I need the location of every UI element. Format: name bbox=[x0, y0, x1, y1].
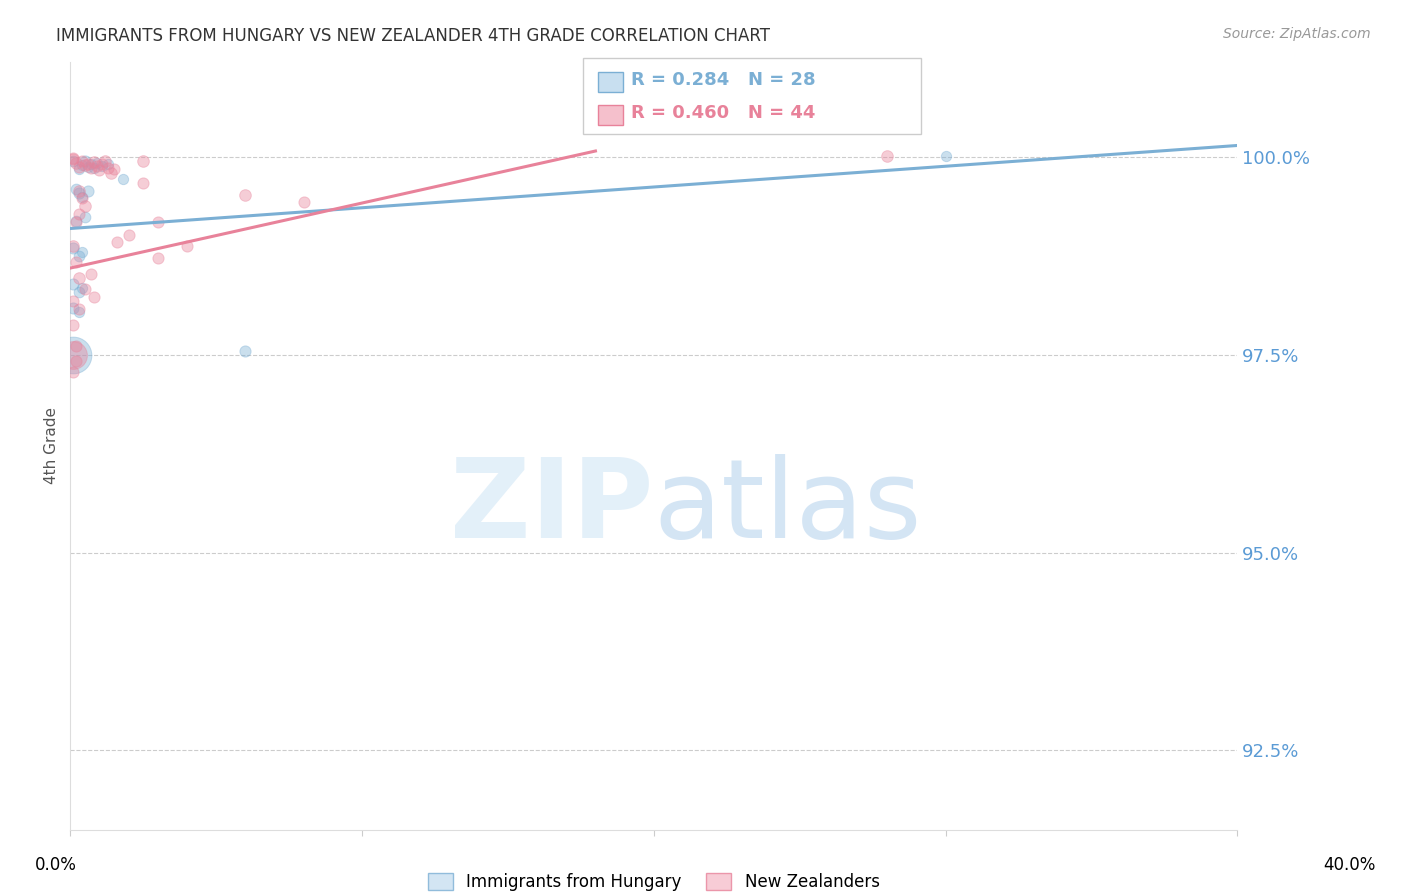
Point bbox=[76, 160, 98, 174]
Point bbox=[62, 154, 84, 169]
Point bbox=[70, 191, 93, 205]
Point bbox=[65, 254, 87, 268]
Point bbox=[86, 159, 108, 173]
Point bbox=[65, 213, 87, 227]
Point bbox=[67, 285, 90, 299]
Point bbox=[73, 199, 96, 213]
Point bbox=[62, 348, 84, 362]
Point bbox=[146, 215, 169, 229]
Point bbox=[67, 249, 90, 263]
Point bbox=[67, 186, 90, 200]
Point bbox=[86, 156, 108, 170]
Point bbox=[73, 154, 96, 169]
Point bbox=[73, 158, 96, 172]
Point bbox=[62, 301, 84, 315]
Point bbox=[876, 149, 898, 163]
Point bbox=[103, 162, 125, 177]
Point bbox=[83, 155, 105, 169]
Point bbox=[67, 304, 90, 318]
Point bbox=[62, 366, 84, 380]
Point bbox=[67, 160, 90, 174]
Point bbox=[89, 163, 111, 178]
Text: Source: ZipAtlas.com: Source: ZipAtlas.com bbox=[1223, 27, 1371, 41]
Point bbox=[94, 153, 117, 168]
Point bbox=[65, 338, 87, 352]
Point bbox=[934, 149, 956, 163]
Point bbox=[146, 251, 169, 265]
Point bbox=[73, 210, 96, 224]
Point bbox=[65, 354, 87, 368]
Point bbox=[70, 281, 93, 295]
Y-axis label: 4th Grade: 4th Grade bbox=[44, 408, 59, 484]
Point bbox=[62, 152, 84, 166]
Text: IMMIGRANTS FROM HUNGARY VS NEW ZEALANDER 4TH GRADE CORRELATION CHART: IMMIGRANTS FROM HUNGARY VS NEW ZEALANDER… bbox=[56, 27, 770, 45]
Text: ZIP: ZIP bbox=[450, 454, 654, 561]
Point bbox=[65, 182, 87, 196]
Point bbox=[97, 157, 120, 171]
Point bbox=[67, 302, 90, 317]
Point bbox=[97, 161, 120, 176]
Point bbox=[233, 187, 256, 202]
Point bbox=[62, 348, 84, 362]
Point bbox=[118, 227, 141, 242]
Point bbox=[62, 277, 84, 291]
Point bbox=[67, 207, 90, 221]
Point bbox=[65, 156, 87, 170]
Point bbox=[62, 239, 84, 253]
Text: 0.0%: 0.0% bbox=[35, 855, 77, 873]
Point bbox=[111, 171, 134, 186]
Point bbox=[132, 176, 155, 190]
Point bbox=[62, 151, 84, 165]
Legend: Immigrants from Hungary, New Zealanders: Immigrants from Hungary, New Zealanders bbox=[422, 866, 886, 892]
Point bbox=[91, 157, 114, 171]
Point bbox=[67, 270, 90, 285]
Text: atlas: atlas bbox=[654, 454, 922, 561]
Point bbox=[233, 344, 256, 359]
Point bbox=[70, 190, 93, 204]
Point bbox=[70, 245, 93, 260]
Point bbox=[80, 161, 103, 175]
Point bbox=[62, 241, 84, 255]
Point bbox=[100, 166, 122, 180]
Point bbox=[67, 162, 90, 177]
Point bbox=[62, 294, 84, 309]
Point bbox=[80, 267, 103, 281]
Point bbox=[105, 235, 128, 249]
Point bbox=[292, 195, 315, 210]
Point bbox=[70, 158, 93, 172]
Point bbox=[65, 215, 87, 229]
Point bbox=[76, 156, 98, 170]
Text: R = 0.284   N = 28: R = 0.284 N = 28 bbox=[631, 71, 815, 89]
Point bbox=[83, 161, 105, 175]
Point bbox=[70, 154, 93, 169]
Point bbox=[76, 184, 98, 198]
Point bbox=[176, 239, 198, 253]
Text: R = 0.460   N = 44: R = 0.460 N = 44 bbox=[631, 104, 815, 122]
Point bbox=[83, 290, 105, 304]
Point bbox=[67, 184, 90, 198]
Point bbox=[91, 159, 114, 173]
Point bbox=[80, 156, 103, 170]
Point bbox=[132, 154, 155, 169]
Point bbox=[73, 282, 96, 296]
Text: 40.0%: 40.0% bbox=[1323, 855, 1376, 873]
Point bbox=[62, 318, 84, 332]
